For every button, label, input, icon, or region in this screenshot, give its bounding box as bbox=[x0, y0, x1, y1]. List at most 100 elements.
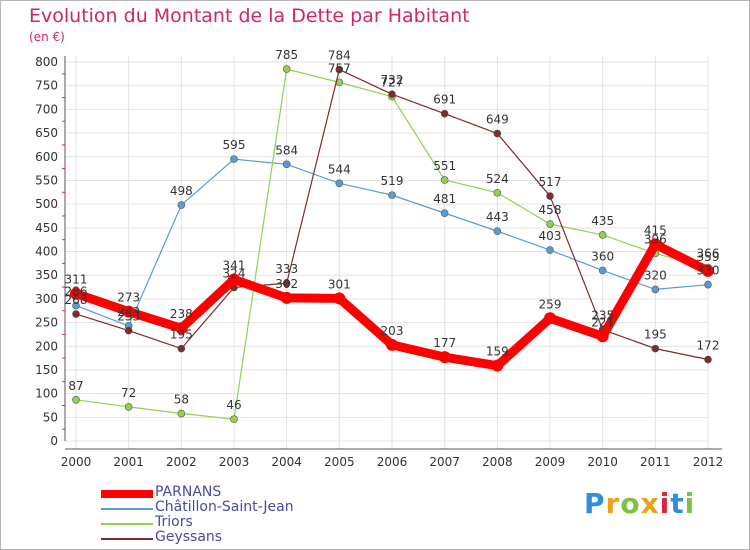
data-label: 235 bbox=[591, 309, 614, 323]
legend-label: Geyssans bbox=[155, 529, 223, 545]
data-label: 366 bbox=[697, 247, 720, 261]
data-point bbox=[440, 109, 449, 118]
data-point bbox=[177, 409, 186, 418]
x-tick-label: 2010 bbox=[587, 455, 618, 469]
data-label: 159 bbox=[486, 345, 509, 359]
data-point bbox=[702, 264, 714, 277]
logo-letter: x bbox=[640, 487, 660, 520]
data-point bbox=[122, 305, 135, 318]
data-point bbox=[282, 65, 291, 73]
data-label: 324 bbox=[223, 267, 246, 281]
data-label: 330 bbox=[697, 264, 720, 278]
data-label: 259 bbox=[539, 297, 562, 311]
y-tick-label: 200 bbox=[35, 339, 58, 353]
data-point bbox=[177, 201, 186, 209]
data-point bbox=[598, 266, 607, 275]
data-label: 443 bbox=[486, 210, 509, 224]
data-label: 649 bbox=[486, 113, 509, 127]
data-point bbox=[493, 227, 502, 235]
y-tick-label: 600 bbox=[35, 150, 58, 164]
data-point bbox=[388, 191, 396, 199]
data-point bbox=[651, 285, 660, 294]
data-label: 233 bbox=[117, 310, 140, 324]
data-point bbox=[440, 176, 449, 184]
data-label: 757 bbox=[328, 61, 351, 75]
data-label: 46 bbox=[226, 398, 241, 412]
data-point bbox=[335, 65, 344, 74]
data-label: 238 bbox=[170, 307, 193, 321]
data-label: 691 bbox=[433, 93, 456, 107]
data-point bbox=[124, 403, 133, 411]
data-label: 481 bbox=[433, 192, 456, 206]
data-label: 415 bbox=[644, 223, 667, 237]
x-tick-label: 2000 bbox=[61, 455, 92, 469]
chart-title: Evolution du Montant de la Dette par Hab… bbox=[29, 5, 470, 27]
data-label: 403 bbox=[539, 229, 562, 243]
legend-label: Châtillon-Saint-Jean bbox=[155, 499, 294, 515]
data-label: 320 bbox=[644, 268, 667, 282]
data-label: 785 bbox=[275, 48, 298, 62]
data-label: 727 bbox=[381, 76, 404, 90]
data-point bbox=[70, 287, 82, 300]
logo-letter: o bbox=[620, 487, 641, 520]
data-label: 286 bbox=[65, 285, 88, 299]
y-tick-label: 550 bbox=[35, 173, 58, 187]
data-label: 177 bbox=[433, 336, 456, 350]
data-point bbox=[282, 279, 291, 288]
data-label: 732 bbox=[381, 73, 404, 87]
data-label: 360 bbox=[591, 249, 614, 263]
y-tick-label: 250 bbox=[35, 316, 58, 330]
data-point bbox=[230, 155, 238, 163]
data-point bbox=[651, 344, 660, 353]
data-label: 595 bbox=[223, 138, 246, 152]
x-tick-label: 2012 bbox=[693, 455, 724, 469]
data-label: 524 bbox=[486, 172, 509, 186]
data-point bbox=[177, 344, 186, 353]
data-point bbox=[72, 310, 80, 318]
data-point bbox=[124, 326, 133, 335]
x-tick-label: 2011 bbox=[640, 455, 671, 469]
data-point bbox=[546, 246, 554, 254]
y-tick-label: 100 bbox=[35, 387, 58, 401]
y-tick-label: 0 bbox=[50, 434, 58, 448]
data-point bbox=[175, 322, 188, 335]
data-label: 396 bbox=[644, 232, 667, 246]
data-point bbox=[388, 90, 396, 99]
x-tick-label: 2007 bbox=[429, 455, 460, 469]
x-tick-label: 2009 bbox=[535, 455, 566, 469]
legend-swatch bbox=[101, 490, 153, 498]
data-point bbox=[230, 415, 238, 424]
x-tick-label: 2005 bbox=[324, 455, 355, 469]
logo-letter: i bbox=[659, 487, 671, 520]
y-tick-label: 450 bbox=[35, 221, 58, 235]
y-tick-label: 750 bbox=[35, 79, 58, 93]
logo-letter: i bbox=[684, 487, 696, 520]
x-tick-label: 2001 bbox=[113, 455, 144, 469]
data-point bbox=[598, 231, 607, 239]
data-point bbox=[280, 291, 293, 304]
data-point bbox=[704, 355, 712, 364]
data-point bbox=[282, 160, 291, 169]
logo-letter: P bbox=[584, 487, 606, 520]
data-label: 273 bbox=[117, 291, 140, 305]
data-label: 519 bbox=[381, 174, 404, 188]
data-label: 302 bbox=[275, 277, 298, 291]
legend-swatch bbox=[101, 508, 153, 510]
data-point bbox=[491, 359, 504, 372]
data-label: 268 bbox=[65, 293, 88, 307]
data-label: 172 bbox=[697, 339, 720, 353]
legend-swatch bbox=[101, 538, 153, 540]
data-point bbox=[546, 220, 554, 228]
data-point bbox=[333, 292, 346, 305]
data-label: 551 bbox=[433, 159, 456, 173]
logo-letter: t bbox=[670, 487, 685, 520]
logo-letter: r bbox=[605, 487, 621, 520]
y-tick-label: 400 bbox=[35, 245, 58, 259]
data-point bbox=[72, 395, 80, 404]
data-point bbox=[546, 192, 554, 200]
data-label: 784 bbox=[328, 49, 351, 63]
x-tick-label: 2004 bbox=[271, 455, 302, 469]
data-label: 195 bbox=[644, 328, 667, 342]
y-tick-label: 350 bbox=[35, 268, 58, 282]
y-tick-label: 650 bbox=[35, 126, 58, 140]
